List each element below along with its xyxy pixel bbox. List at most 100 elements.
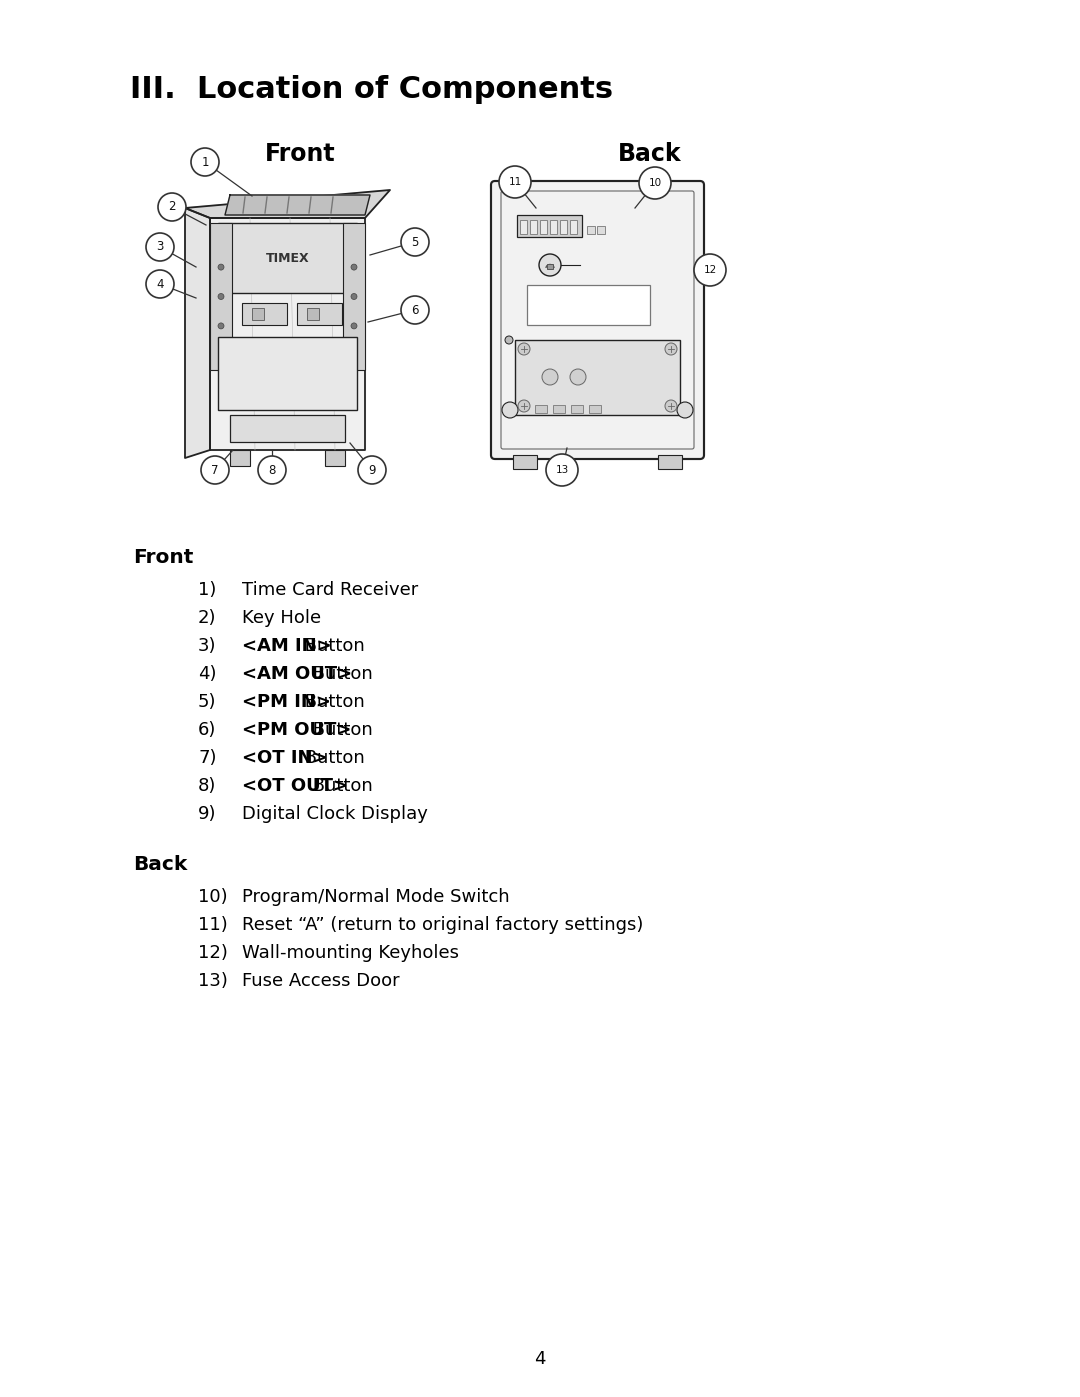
- Text: Wall-mounting Keyholes: Wall-mounting Keyholes: [242, 944, 459, 963]
- Bar: [230, 415, 345, 441]
- Bar: [527, 285, 650, 326]
- Bar: [252, 307, 264, 320]
- Bar: [517, 215, 582, 237]
- Bar: [571, 405, 583, 414]
- Bar: [242, 303, 287, 326]
- Text: Reset “A” (return to original factory settings): Reset “A” (return to original factory se…: [242, 916, 644, 935]
- Text: 11: 11: [509, 177, 522, 187]
- Text: <PM IN>: <PM IN>: [242, 693, 330, 711]
- Text: 11): 11): [198, 916, 228, 935]
- Text: 12): 12): [198, 944, 228, 963]
- Text: 13): 13): [198, 972, 228, 990]
- Text: Back: Back: [133, 855, 187, 875]
- Bar: [307, 307, 319, 320]
- Text: <PM OUT>: <PM OUT>: [242, 721, 351, 739]
- Bar: [553, 405, 565, 414]
- Circle shape: [518, 344, 530, 355]
- Circle shape: [505, 337, 513, 344]
- Text: 4): 4): [198, 665, 216, 683]
- Bar: [530, 219, 537, 235]
- Text: 8: 8: [268, 464, 275, 476]
- Text: Button: Button: [307, 721, 373, 739]
- Text: 10: 10: [648, 177, 662, 189]
- Text: 13: 13: [555, 465, 569, 475]
- Text: 9): 9): [198, 805, 216, 823]
- Text: <AM OUT>: <AM OUT>: [242, 665, 352, 683]
- Text: 4: 4: [535, 1350, 545, 1368]
- Text: Button: Button: [307, 777, 373, 795]
- Circle shape: [570, 369, 586, 386]
- Circle shape: [518, 400, 530, 412]
- Bar: [540, 219, 546, 235]
- Circle shape: [499, 166, 531, 198]
- Text: Button: Button: [307, 665, 373, 683]
- Text: 10): 10): [198, 888, 228, 907]
- Circle shape: [191, 148, 219, 176]
- Circle shape: [694, 254, 726, 286]
- Text: 9: 9: [368, 464, 376, 476]
- Circle shape: [665, 400, 677, 412]
- Bar: [535, 405, 546, 414]
- Text: TIMEX: TIMEX: [266, 251, 309, 264]
- Text: 5): 5): [198, 693, 216, 711]
- Bar: [325, 450, 345, 467]
- Bar: [515, 339, 680, 415]
- Text: Digital Clock Display: Digital Clock Display: [242, 805, 428, 823]
- Bar: [519, 219, 527, 235]
- Polygon shape: [210, 218, 365, 450]
- Circle shape: [677, 402, 693, 418]
- Circle shape: [546, 454, 578, 486]
- Circle shape: [351, 264, 357, 270]
- Text: 6: 6: [411, 303, 419, 317]
- Text: <AM IN>: <AM IN>: [242, 637, 332, 655]
- Text: Button: Button: [299, 749, 364, 767]
- Text: <OT IN>: <OT IN>: [242, 749, 327, 767]
- Circle shape: [401, 296, 429, 324]
- Bar: [550, 219, 557, 235]
- Circle shape: [201, 455, 229, 483]
- Bar: [218, 224, 357, 293]
- Circle shape: [542, 369, 558, 386]
- Polygon shape: [185, 190, 390, 218]
- Circle shape: [539, 254, 561, 277]
- Text: Time Card Receiver: Time Card Receiver: [242, 581, 418, 599]
- Bar: [230, 450, 249, 467]
- Circle shape: [699, 256, 717, 274]
- Circle shape: [351, 293, 357, 299]
- Text: 6): 6): [198, 721, 216, 739]
- Circle shape: [357, 455, 386, 483]
- Circle shape: [665, 344, 677, 355]
- Text: Fuse Access Door: Fuse Access Door: [242, 972, 400, 990]
- Bar: [343, 224, 365, 370]
- Text: 1): 1): [198, 581, 216, 599]
- Circle shape: [351, 323, 357, 328]
- Text: 8): 8): [198, 777, 216, 795]
- Text: 3: 3: [157, 240, 164, 253]
- Text: 7: 7: [212, 464, 219, 476]
- Circle shape: [258, 455, 286, 483]
- Circle shape: [146, 233, 174, 261]
- Text: 2: 2: [168, 201, 176, 214]
- Text: Back: Back: [618, 142, 681, 166]
- Bar: [218, 337, 357, 409]
- Polygon shape: [225, 196, 370, 215]
- Circle shape: [502, 402, 518, 418]
- Circle shape: [218, 264, 224, 270]
- Text: 2): 2): [198, 609, 216, 627]
- Bar: [561, 219, 567, 235]
- Circle shape: [158, 193, 186, 221]
- Text: Key Hole: Key Hole: [242, 609, 321, 627]
- Circle shape: [401, 228, 429, 256]
- Bar: [570, 219, 577, 235]
- Text: 12: 12: [703, 265, 717, 275]
- Bar: [297, 303, 342, 326]
- Bar: [546, 264, 553, 270]
- Text: 3): 3): [198, 637, 216, 655]
- Bar: [597, 226, 605, 235]
- Circle shape: [639, 168, 671, 198]
- Text: 5: 5: [411, 236, 419, 249]
- Polygon shape: [185, 208, 210, 458]
- Bar: [513, 455, 537, 469]
- Text: <OT OUT>: <OT OUT>: [242, 777, 348, 795]
- Bar: [706, 263, 710, 272]
